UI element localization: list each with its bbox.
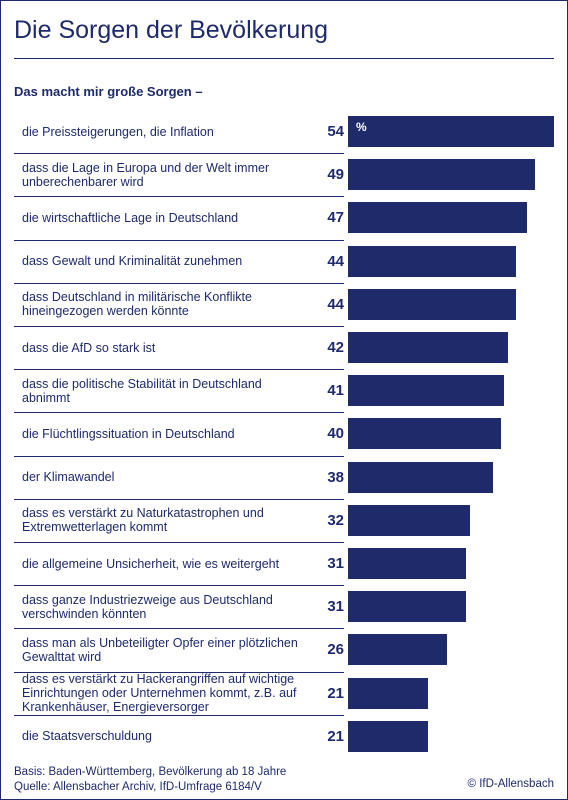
category-label: dass die Lage in Europa und der Welt imm… xyxy=(22,160,270,189)
value-label: 44 xyxy=(327,252,344,270)
category-label: die Preissteigerungen, die Inflation xyxy=(22,124,214,139)
value-label: 38 xyxy=(327,468,344,486)
category-label: dass die politische Stabilität in Deutsc… xyxy=(22,376,262,405)
category-label: die wirtschaftliche Lage in Deutschland xyxy=(22,210,239,225)
chart-row: dass es verstärkt zu Hackerangriffen auf… xyxy=(14,671,554,715)
value-label: 47 xyxy=(327,209,344,227)
chart-row: dass die AfD so stark ist 42 xyxy=(14,326,554,369)
row-separator xyxy=(14,196,344,198)
chart-row: dass Deutschland in militärische Konflik… xyxy=(14,282,554,326)
row-separator xyxy=(14,542,344,543)
value-label: 26 xyxy=(327,641,344,659)
bar xyxy=(348,332,509,364)
value-label: 32 xyxy=(327,511,344,529)
bar xyxy=(348,375,505,407)
value-label: 40 xyxy=(327,425,344,443)
category-label: dass es verstärkt zu Hackerangriffen auf… xyxy=(22,672,297,715)
chart-row: der Klimawandel 38 xyxy=(14,455,554,499)
value-label: 49 xyxy=(327,166,344,184)
category-label: die Flüchtlingssituation in Deutschland xyxy=(22,426,235,441)
chart-row: dass die politische Stabilität in Deutsc… xyxy=(14,369,554,412)
bar xyxy=(348,202,528,234)
value-label: 54 xyxy=(327,123,344,141)
chart-row: die Flüchtlingssituation in Deutschland 4… xyxy=(14,412,554,455)
bar xyxy=(348,634,448,666)
row-separator xyxy=(14,282,344,284)
bar xyxy=(348,548,467,580)
row-separator xyxy=(14,153,344,155)
row-separator xyxy=(14,628,344,630)
bar xyxy=(348,504,471,536)
value-label: 21 xyxy=(327,684,344,702)
chart-row: dass Gewalt und Kriminalität zunehmen 44 xyxy=(14,239,554,283)
value-label: 44 xyxy=(327,295,344,313)
chart-title: Die Sorgen der Bevölkerung xyxy=(14,16,329,44)
value-label: 21 xyxy=(327,727,344,745)
chart-row: dass es verstärkt zu Naturkatastrophen u… xyxy=(14,498,554,542)
value-label: 42 xyxy=(327,339,344,357)
chart-row: dass man als Unbeteiligter Opfer einer p… xyxy=(14,628,554,671)
value-label: 41 xyxy=(327,382,344,400)
category-label: dass man als Unbeteiligter Opfer einer p… xyxy=(22,635,298,664)
chart-subtitle: Das macht mir große Sorgen – xyxy=(14,84,203,99)
row-separator xyxy=(14,239,344,241)
category-label: dass die AfD so stark ist xyxy=(22,340,156,355)
row-separator xyxy=(14,585,344,587)
bar: % xyxy=(348,116,554,148)
row-separator xyxy=(14,412,344,414)
bar xyxy=(348,418,501,450)
row-separator xyxy=(14,326,344,327)
category-label: dass es verstärkt zu Naturkatastrophen u… xyxy=(22,506,264,535)
row-separator xyxy=(14,498,344,500)
basis-note: Basis: Baden-Württemberg, Bevölkerung ab… xyxy=(14,766,287,778)
title-divider xyxy=(14,58,554,59)
row-separator xyxy=(14,714,344,716)
value-label: 31 xyxy=(327,598,344,616)
category-label: der Klimawandel xyxy=(22,470,115,485)
chart-row: dass die Lage in Europa und der Welt imm… xyxy=(14,153,554,196)
bar xyxy=(348,677,429,709)
chart-row: die wirtschaftliche Lage in Deutschland 4… xyxy=(14,196,554,239)
chart-row: die Preissteigerungen, die Inflation 54% xyxy=(14,110,554,153)
bar xyxy=(348,461,493,493)
row-separator xyxy=(14,671,344,673)
row-separator xyxy=(14,455,344,457)
category-label: dass ganze Industriezweige aus Deutschla… xyxy=(22,592,273,621)
category-label: dass Deutschland in militärische Konflik… xyxy=(22,290,252,319)
bar xyxy=(348,288,516,320)
bar xyxy=(348,720,429,752)
chart-row: dass ganze Industriezweige aus Deutschla… xyxy=(14,585,554,628)
bar xyxy=(348,245,516,277)
category-label: dass Gewalt und Kriminalität zunehmen xyxy=(22,254,243,269)
chart-row: die allgemeine Unsicherheit, wie es weit… xyxy=(14,542,554,585)
category-label: die Staatsverschuldung xyxy=(22,729,152,744)
unit-label: % xyxy=(356,120,367,135)
category-label: die allgemeine Unsicherheit, wie es weit… xyxy=(22,556,280,571)
footer-notes: Basis: Baden-Württemberg, Bevölkerung ab… xyxy=(14,765,286,795)
copyright: © IfD-Allensbach xyxy=(467,778,554,790)
chart-row: die Staatsverschuldung 21 xyxy=(14,714,554,758)
value-label: 31 xyxy=(327,555,344,573)
bar xyxy=(348,159,535,191)
source-note: Quelle: Allensbacher Archiv, IfD-Umfrage… xyxy=(14,781,262,793)
bar xyxy=(348,591,467,623)
row-separator xyxy=(14,369,344,371)
